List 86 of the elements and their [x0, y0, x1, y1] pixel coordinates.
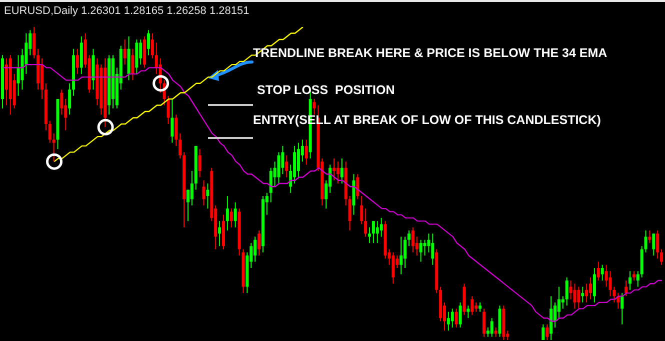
candlestick	[234, 202, 237, 228]
candlestick	[150, 32, 154, 59]
candlestick	[652, 233, 656, 256]
candlestick	[304, 139, 308, 166]
candlestick	[380, 217, 383, 238]
candlestick	[52, 132, 56, 162]
candlestick	[423, 239, 426, 256]
candlestick	[407, 230, 410, 247]
candlestick	[490, 318, 494, 338]
candlestick	[431, 233, 434, 266]
candlestick	[376, 220, 379, 244]
candlestick	[636, 270, 640, 288]
candlestick	[656, 230, 660, 260]
candlestick	[620, 292, 624, 325]
candlestick	[230, 208, 233, 228]
candlestick	[624, 280, 628, 297]
candlestick	[348, 196, 352, 231]
candlestick	[372, 220, 375, 244]
candlestick	[458, 302, 462, 328]
candlestick	[202, 180, 206, 206]
candlestick	[174, 114, 178, 146]
candlestick	[190, 170, 194, 206]
candlestick	[628, 270, 632, 290]
chart-title: EURUSD,Daily 1.26301 1.28165 1.26258 1.28151	[4, 5, 250, 17]
candlestick	[474, 302, 478, 312]
candlestick	[178, 132, 182, 159]
candlestick	[585, 283, 588, 303]
candlestick	[226, 196, 229, 231]
candlestick	[454, 308, 458, 328]
candlestick	[542, 324, 545, 340]
candlestick	[147, 30, 150, 56]
candlestick	[450, 308, 454, 328]
candlestick	[482, 308, 486, 338]
candlestick	[446, 311, 450, 332]
candlestick	[48, 120, 52, 144]
candlestick	[131, 48, 134, 81]
candlestick	[123, 39, 126, 66]
candlestick	[206, 183, 210, 210]
candlestick	[632, 270, 636, 282]
candlestick	[336, 161, 340, 184]
candlestick	[604, 264, 608, 288]
candlestick	[581, 286, 584, 303]
candlestick	[546, 324, 549, 340]
candlestick	[258, 230, 261, 256]
candlestick	[166, 95, 170, 125]
candlestick	[557, 286, 560, 319]
candlestick	[60, 89, 64, 116]
candlestick	[356, 174, 360, 200]
candlestick	[68, 82, 72, 116]
candlestick	[76, 48, 79, 74]
candlestick	[577, 286, 580, 310]
candlestick	[400, 236, 403, 275]
candlestick	[478, 302, 482, 312]
candlestick	[170, 98, 174, 144]
candlestick	[644, 230, 648, 253]
candlestick	[419, 239, 422, 262]
candlestick	[494, 326, 498, 338]
candlestick	[364, 208, 368, 238]
candlestick	[561, 296, 564, 310]
candlestick	[32, 27, 36, 59]
candlestick	[198, 148, 202, 178]
candlestick	[332, 158, 336, 181]
candlestick	[296, 142, 300, 178]
candlestick	[600, 264, 604, 282]
annotation: STOP LOSS POSITION	[257, 83, 395, 97]
candlestick	[392, 252, 395, 284]
candlestick	[269, 167, 272, 203]
candlestick	[340, 158, 344, 184]
candlestick	[360, 196, 364, 225]
candlestick	[404, 236, 407, 269]
candlestick	[139, 39, 142, 66]
candlestick	[660, 248, 664, 266]
candlestick	[254, 236, 257, 262]
candlestick	[285, 154, 288, 178]
candlestick	[592, 268, 596, 303]
annotation: TRENDLINE BREAK HERE & PRICE IS BELOW THE 34 EMA	[253, 46, 608, 60]
candlestick	[573, 283, 576, 310]
candlestick	[368, 226, 372, 244]
candlestick	[466, 305, 470, 319]
candlestick	[470, 296, 474, 316]
candlestick	[589, 276, 592, 300]
candlestick	[565, 276, 568, 306]
candlestick	[411, 226, 414, 253]
candlestick	[218, 220, 222, 247]
candlestick	[596, 261, 600, 282]
candlestick	[648, 230, 652, 244]
